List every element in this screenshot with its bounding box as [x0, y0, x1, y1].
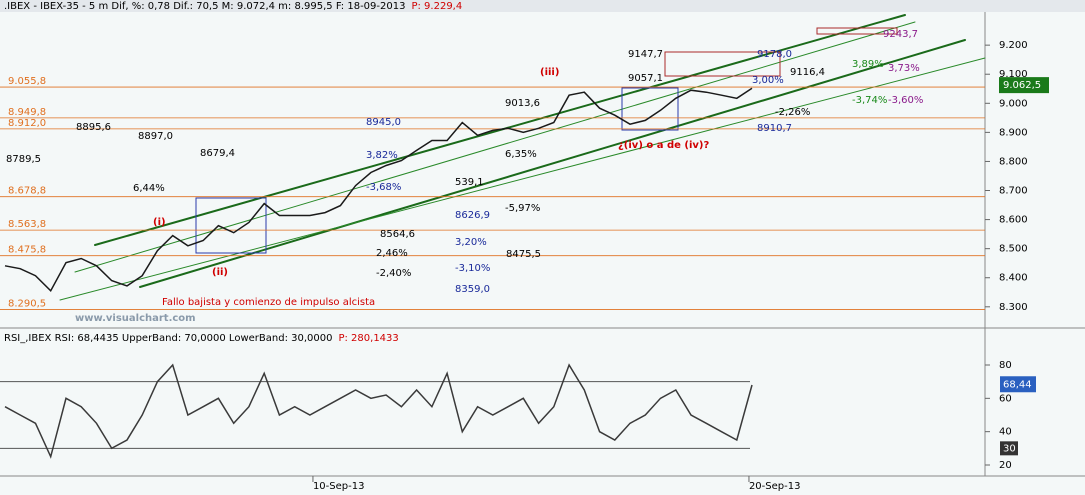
annotation: 3,00% — [752, 75, 784, 86]
rsi-title-text: RSI_,IBEX RSI: 68,4435 UpperBand: 70,000… — [4, 333, 332, 344]
annotation: 3,20% — [455, 237, 487, 248]
annotation: 539,1 — [455, 177, 484, 188]
chart-title: .IBEX - IBEX-35 - 5 m Dif, %: 0,78 Dif.:… — [4, 1, 462, 12]
y-tick-label: 40 — [999, 427, 1012, 438]
annotation: -3,10% — [455, 263, 490, 274]
annotation: 9013,6 — [505, 98, 540, 109]
level-label: 8.290,5 — [8, 299, 46, 310]
annotation: 3,89% — [852, 59, 884, 70]
box — [195, 197, 267, 254]
box — [664, 51, 781, 77]
level-label: 8.949,8 — [8, 107, 46, 118]
x-tick-label: 20-Sep-13 — [749, 481, 801, 492]
annotation: 9243,7 — [883, 29, 918, 40]
annotation: 6,44% — [133, 183, 165, 194]
annotation: www.visualchart.com — [75, 313, 196, 324]
annotation: 8626,9 — [455, 210, 490, 221]
annotation: 6,35% — [505, 149, 537, 160]
annotation: ¿(iv) o a de (iv)? — [618, 140, 709, 151]
annotation: -5,97% — [505, 203, 540, 214]
annotation: (i) — [153, 217, 166, 228]
boxes — [195, 27, 898, 254]
annotation: 8897,0 — [138, 131, 173, 142]
level-label: 8.678,8 — [8, 186, 46, 197]
annotation: 3,73% — [888, 63, 920, 74]
annotation: -3,74% — [852, 95, 887, 106]
header-bar — [0, 0, 1085, 12]
annotation: -3,60% — [888, 95, 923, 106]
last-badge-label: 9.062,5 — [1003, 80, 1041, 91]
level-label: 8.912,0 — [8, 118, 46, 129]
annotation: 8475,5 — [506, 249, 541, 260]
annotation: -2,40% — [376, 268, 411, 279]
y-tick-label: 80 — [999, 360, 1012, 371]
level-label: 8.563,8 — [8, 219, 46, 230]
y-tick-label: 8.800 — [999, 156, 1028, 167]
rsi-title: RSI_,IBEX RSI: 68,4435 UpperBand: 70,000… — [4, 333, 399, 344]
y-tick-label: 8.500 — [999, 244, 1028, 255]
annotation: 8359,0 — [455, 284, 490, 295]
annotation: 2,46% — [376, 248, 408, 259]
annotation: 9116,4 — [790, 67, 825, 78]
annotation: 8945,0 — [366, 117, 401, 128]
title-price: P: 9.229,4 — [411, 1, 462, 12]
annotation: 8564,6 — [380, 229, 415, 240]
annotation: 8789,5 — [6, 154, 41, 165]
last-badge-label: 68,44 — [1003, 379, 1032, 390]
price-line — [4, 363, 753, 459]
y-tick-label: 9.100 — [999, 69, 1028, 80]
y-tick-label: 8.300 — [999, 302, 1028, 313]
band-badge-label: 30 — [1003, 443, 1016, 454]
y-tick-label: 9.200 — [999, 40, 1028, 51]
y-tick-label: 8.400 — [999, 273, 1028, 284]
annotation: -3,68% — [366, 182, 401, 193]
annotation: -2,26% — [775, 107, 810, 118]
annotation: 8895,6 — [76, 122, 111, 133]
annotation: Fallo bajista y comienzo de impulso alci… — [162, 297, 375, 308]
y-tick-label: 20 — [999, 460, 1012, 471]
box — [621, 87, 679, 131]
last-badge — [1000, 376, 1036, 393]
title-text: .IBEX - IBEX-35 - 5 m Dif, %: 0,78 Dif.:… — [4, 1, 405, 12]
y-tick-label: 9.000 — [999, 98, 1028, 109]
annotation: (iii) — [540, 67, 559, 78]
annotation: 9147,7 — [628, 49, 663, 60]
price-line — [4, 87, 753, 293]
y-tick-label: 8.600 — [999, 215, 1028, 226]
level-label: 9.055,8 — [8, 76, 46, 87]
annotation: 9057,1 — [628, 73, 663, 84]
rsi-title-price: P: 280,1433 — [338, 333, 398, 344]
level-label: 8.475,8 — [8, 245, 46, 256]
annotation: 8679,4 — [200, 148, 235, 159]
annotation: 9178,0 — [757, 49, 792, 60]
y-tick-label: 8.900 — [999, 127, 1028, 138]
box — [816, 27, 898, 35]
annotation: 3,82% — [366, 150, 398, 161]
channel-lower — [139, 39, 966, 288]
y-tick-label: 60 — [999, 393, 1012, 404]
last-badge — [999, 77, 1049, 94]
y-tick-label: 8.700 — [999, 186, 1028, 197]
channel-inner — [59, 57, 986, 301]
annotation: 8910,7 — [757, 123, 792, 134]
x-tick-label: 10-Sep-13 — [313, 481, 365, 492]
band-badge — [1000, 441, 1018, 456]
annotation: (ii) — [212, 267, 228, 278]
